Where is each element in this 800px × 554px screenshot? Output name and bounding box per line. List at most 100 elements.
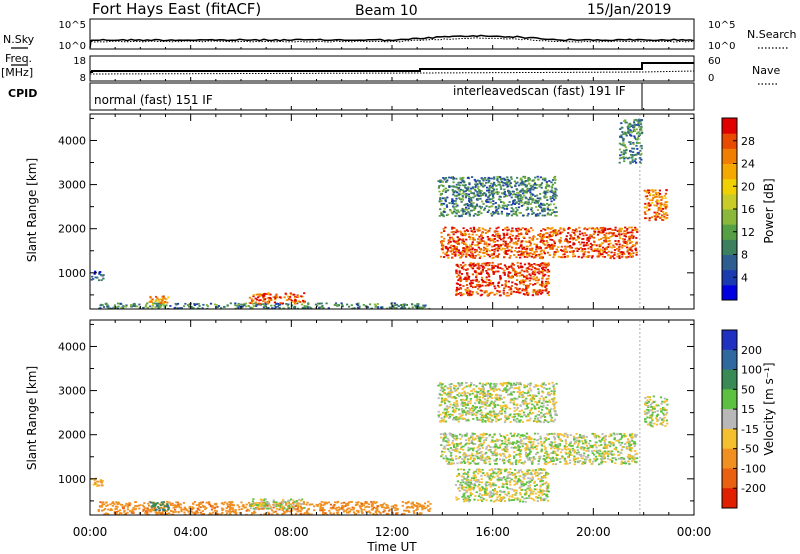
echo-pixel <box>452 238 455 240</box>
echo-pixel <box>661 214 664 217</box>
echo-pixel <box>256 298 259 301</box>
echo-pixel <box>443 445 446 448</box>
echo-pixel <box>179 503 182 506</box>
echo-pixel <box>417 503 420 505</box>
echo-pixel <box>441 197 444 200</box>
echo-pixel <box>527 292 530 295</box>
echo-pixel <box>525 189 529 191</box>
echo-pixel <box>503 177 506 180</box>
echo-pixel <box>461 195 464 197</box>
echo-pixel <box>526 291 529 294</box>
echo-pixel <box>215 502 218 505</box>
echo-pixel <box>487 209 490 212</box>
echo-pixel <box>620 122 623 125</box>
echo-pixel <box>510 230 513 233</box>
echo-pixel <box>471 241 474 244</box>
echo-pixel <box>620 436 624 439</box>
echo-pixel <box>474 205 477 208</box>
echo-pixel <box>602 226 605 229</box>
echo-pixel <box>641 131 644 134</box>
echo-pixel <box>473 228 476 231</box>
echo-pixel <box>513 446 516 449</box>
echo-pixel <box>327 501 330 504</box>
echo-pixel <box>151 501 154 504</box>
echo-pixel <box>464 233 467 236</box>
echo-pixel <box>527 228 530 231</box>
nsearch-label: N.Search <box>747 28 797 41</box>
echo-pixel <box>302 513 306 515</box>
echo-pixel <box>466 251 469 254</box>
echo-pixel <box>498 433 501 436</box>
echo-pixel <box>481 237 485 239</box>
echo-pixel <box>323 503 326 506</box>
echo-pixel <box>495 462 498 465</box>
echo-pixel <box>479 242 482 244</box>
echo-pixel <box>518 201 522 203</box>
echo-pixel <box>479 240 482 243</box>
echo-pixel <box>154 504 157 507</box>
echo-pixel <box>278 296 282 299</box>
echo-pixel <box>482 185 485 188</box>
echo-pixel <box>397 305 400 308</box>
echo-pixel <box>532 456 535 458</box>
echo-pixel <box>569 448 572 451</box>
echo-pixel <box>263 499 266 502</box>
echo-pixel <box>446 196 449 199</box>
echo-pixel <box>462 453 466 456</box>
echo-pixel <box>463 204 466 206</box>
echo-pixel <box>466 458 470 461</box>
echo-pixel <box>471 251 474 253</box>
echo-pixel <box>460 279 463 281</box>
echo-pixel <box>527 284 530 287</box>
echo-pixel <box>587 442 590 445</box>
echo-pixel <box>105 302 108 305</box>
echo-pixel <box>593 458 596 460</box>
echo-pixel <box>151 505 154 508</box>
echo-pixel <box>455 202 458 205</box>
echo-pixel <box>451 457 454 460</box>
echo-pixel <box>285 503 288 506</box>
echo-pixel <box>355 501 358 504</box>
echo-pixel <box>577 436 580 439</box>
echo-pixel <box>610 251 613 254</box>
echo-pixel <box>476 241 479 243</box>
echo-pixel <box>569 441 573 444</box>
echo-pixel <box>618 231 621 233</box>
echo-pixel <box>454 455 458 458</box>
echo-pixel <box>354 504 357 507</box>
echo-pixel <box>634 248 637 251</box>
echo-pixel <box>455 246 458 248</box>
echo-pixel <box>278 306 281 309</box>
echo-pixel <box>150 508 153 511</box>
echo-pixel <box>535 448 538 450</box>
echo-pixel <box>497 198 501 201</box>
echo-pixel <box>134 505 137 507</box>
echo-pixel <box>182 508 185 511</box>
echo-pixel <box>449 458 453 460</box>
echo-pixel <box>538 246 541 249</box>
echo-pixel <box>187 510 191 512</box>
echo-pixel <box>637 153 640 155</box>
echo-pixel <box>163 297 166 300</box>
echo-pixel <box>359 507 362 510</box>
echo-pixel <box>603 445 606 448</box>
echo-pixel <box>574 247 577 250</box>
echo-pixel <box>249 306 252 309</box>
echo-pixel <box>247 305 250 307</box>
echo-pixel <box>264 498 267 501</box>
echo-pixel <box>255 293 258 296</box>
echo-pixel <box>233 510 236 513</box>
echo-pixel <box>499 186 502 188</box>
echo-pixel <box>528 448 531 451</box>
echo-pixel <box>441 450 444 453</box>
echo-pixel <box>337 506 340 509</box>
echo-pixel <box>511 275 514 278</box>
echo-pixel <box>443 177 446 180</box>
echo-pixel <box>466 272 469 275</box>
echo-pixel <box>317 302 320 305</box>
echo-pixel <box>475 450 478 453</box>
echo-pixel <box>623 160 626 163</box>
echo-pixel <box>474 454 477 457</box>
echo-pixel <box>461 434 464 437</box>
echo-pixel <box>631 229 634 232</box>
